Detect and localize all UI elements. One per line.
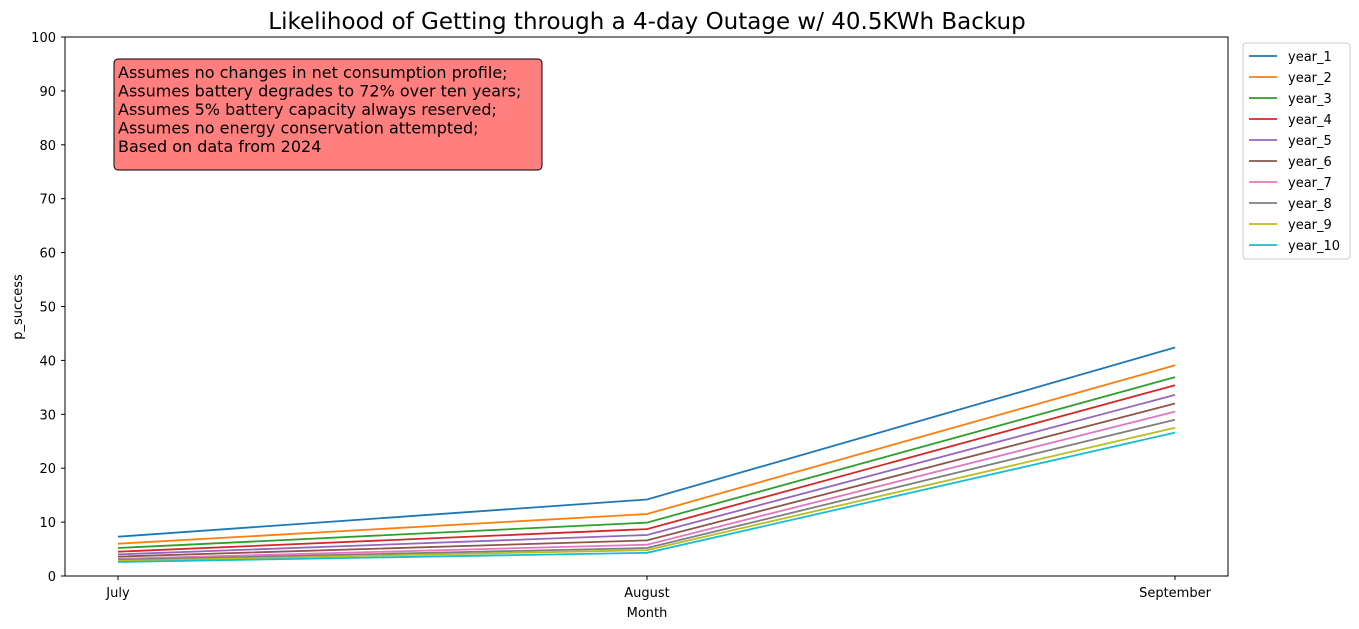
annotation-box: Assumes no changes in net consumption pr… xyxy=(113,58,543,171)
legend-label: year_6 xyxy=(1288,155,1332,170)
annotation-line: Assumes no changes in net consumption pr… xyxy=(118,63,508,82)
series-line-year_9 xyxy=(117,426,1176,562)
y-tick-label: 20 xyxy=(39,462,56,477)
legend-label: year_10 xyxy=(1288,239,1340,254)
y-tick-label: 80 xyxy=(39,139,56,154)
series-line-year_10 xyxy=(117,431,1176,563)
legend-label: year_5 xyxy=(1288,134,1332,149)
series-layer xyxy=(117,346,1176,563)
legend-label: year_2 xyxy=(1288,71,1332,86)
x-tick-label: August xyxy=(624,586,670,601)
annotation-line: Based on data from 2024 xyxy=(118,137,321,156)
y-tick-label: 70 xyxy=(39,193,56,208)
y-tick-label: 30 xyxy=(39,408,56,423)
annotation-line: Assumes no energy conservation attempted… xyxy=(118,119,479,138)
x-tick-label: September xyxy=(1139,586,1212,601)
x-tick-label: July xyxy=(105,586,130,601)
y-axis-ticks: 0 10 20 30 40 50 60 70 80 90 100 xyxy=(31,31,65,585)
legend-label: year_1 xyxy=(1288,50,1332,65)
legend-frame xyxy=(1242,42,1351,260)
series-line-year_6 xyxy=(117,402,1176,558)
y-tick-label: 40 xyxy=(39,354,56,369)
x-axis-ticks: July August September xyxy=(105,576,1212,601)
y-axis-label: p_success xyxy=(11,274,26,340)
series-line-year_4 xyxy=(117,384,1176,553)
legend-label: year_4 xyxy=(1288,113,1332,128)
annotation-background xyxy=(113,58,543,171)
y-tick-label: 60 xyxy=(39,247,56,262)
y-tick-label: 0 xyxy=(48,570,56,585)
legend-label: year_9 xyxy=(1288,218,1332,233)
series-line-year_7 xyxy=(117,410,1176,560)
series-line-year_1 xyxy=(117,346,1176,538)
chart-title: Likelihood of Getting through a 4-day Ou… xyxy=(268,9,1025,35)
y-tick-label: 50 xyxy=(39,301,56,316)
annotation-line: Assumes battery degrades to 72% over ten… xyxy=(118,82,521,101)
series-line-year_5 xyxy=(117,394,1176,556)
legend-label: year_7 xyxy=(1288,176,1332,191)
series-line-year_3 xyxy=(117,376,1176,549)
y-tick-label: 90 xyxy=(39,85,56,100)
y-tick-label: 10 xyxy=(39,516,56,531)
series-line-year_8 xyxy=(117,418,1176,561)
legend-label: year_3 xyxy=(1288,92,1332,107)
y-tick-label: 100 xyxy=(31,31,56,46)
legend-label: year_8 xyxy=(1288,197,1332,212)
legend: year_1 year_2 year_3 year_4 year_5 year_6year… xyxy=(1242,42,1351,260)
x-axis-label: Month xyxy=(627,606,668,621)
series-line-year_2 xyxy=(117,364,1176,545)
annotation-line: Assumes 5% battery capacity always reser… xyxy=(118,100,497,119)
